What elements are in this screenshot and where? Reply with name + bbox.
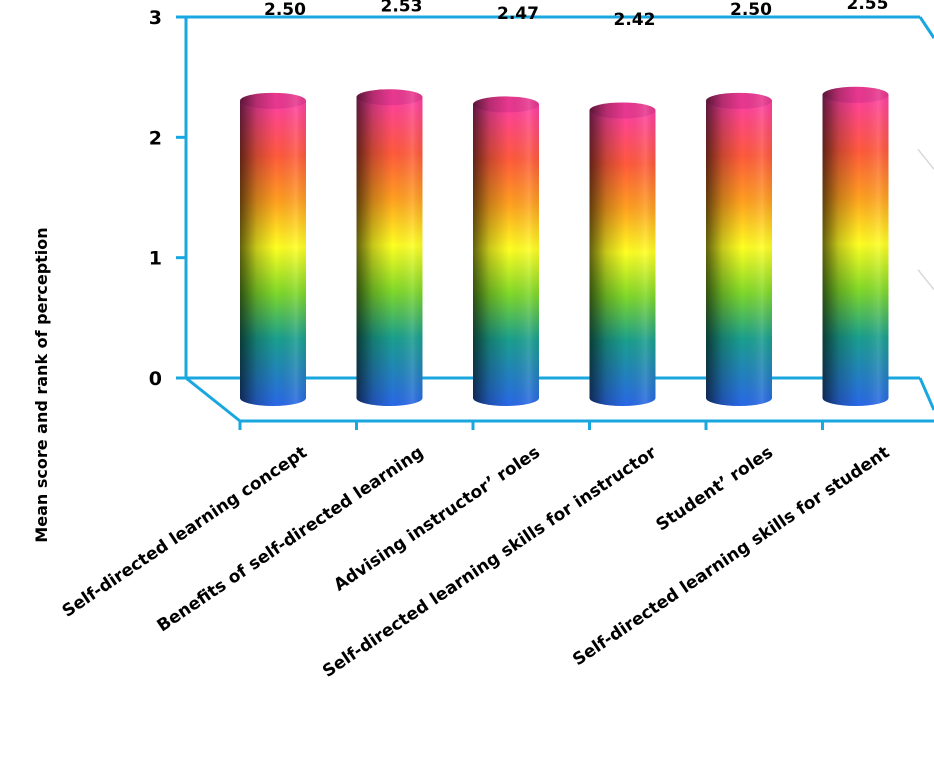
x-tick-label: Student’ roles <box>653 443 777 536</box>
data-label: 2.47 <box>497 4 539 24</box>
bar-shading <box>356 97 423 406</box>
bar-top-shading <box>356 89 423 106</box>
y-tick-label: 2 <box>149 127 162 149</box>
bar <box>473 96 539 406</box>
side-wall-top <box>918 16 934 39</box>
bar-top-shading <box>822 86 889 103</box>
data-label: 2.53 <box>381 0 423 17</box>
data-label: 2.55 <box>847 0 889 14</box>
x-tick-label: Advising instructor’ roles <box>330 443 543 596</box>
floor-left-edge <box>185 376 241 423</box>
bar-top-shading <box>706 92 772 109</box>
bars <box>240 86 889 407</box>
bar-shading <box>240 100 306 407</box>
bar-shading <box>822 94 889 407</box>
bar-shading <box>473 104 539 406</box>
gridline <box>917 148 934 170</box>
y-tick-label: 0 <box>149 368 162 390</box>
x-tick-label: Self-directed learning concept <box>59 443 311 622</box>
bar-top-shading <box>589 102 656 119</box>
bar <box>822 86 889 407</box>
bar-top-shading <box>240 92 306 109</box>
y-tick-label: 1 <box>149 248 162 270</box>
bar-top-shading <box>473 96 539 113</box>
data-label: 2.42 <box>614 10 656 30</box>
data-label: 2.50 <box>264 0 306 20</box>
gridline <box>917 269 934 291</box>
bar-shading <box>706 100 772 407</box>
bar <box>240 92 306 407</box>
bar-shading <box>589 110 656 407</box>
bar <box>356 89 423 406</box>
y-axis-title: Mean score and rank of perception <box>32 227 51 542</box>
data-label: 2.50 <box>730 0 772 20</box>
bar <box>589 102 656 407</box>
bar <box>706 92 772 407</box>
chart-frame <box>176 15 934 430</box>
y-tick-label: 3 <box>149 7 162 29</box>
floor-right-edge <box>918 377 934 411</box>
